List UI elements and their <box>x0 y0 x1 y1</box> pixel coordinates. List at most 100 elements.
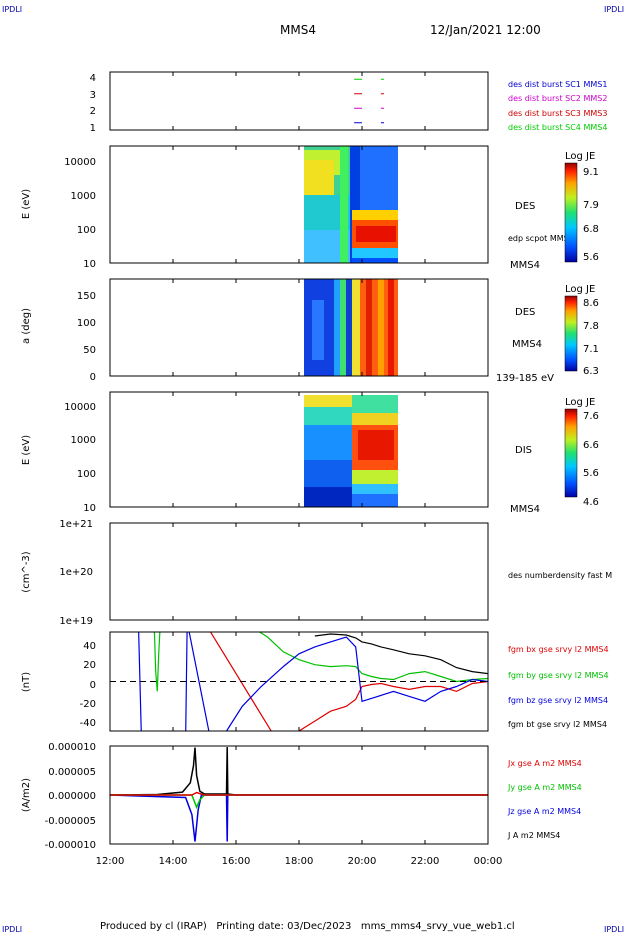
panel-frame <box>109 278 489 377</box>
spectrogram-des-energy <box>304 146 398 263</box>
y-tick-label: 100 <box>77 318 96 329</box>
colorbar-tick: 8.6 <box>583 298 599 309</box>
series-line <box>138 632 488 731</box>
y-tick-label: 2 <box>90 106 96 117</box>
ipdli-label-top-right: IPDLI <box>604 5 624 14</box>
y-axis-label: E (eV) <box>21 189 32 219</box>
instrument-label: DES <box>515 307 535 318</box>
sub-label: edp scpot MMS4 <box>508 234 574 243</box>
sub-label: MMS4 <box>510 504 540 515</box>
colorbar <box>564 162 578 263</box>
y-tick-label: 0.000010 <box>48 742 96 753</box>
legend-entry: Jy gse A m2 MMS4 <box>507 783 582 792</box>
legend-entry: fgm bx gse srvy l2 MMS4 <box>508 645 609 654</box>
panel-frame <box>109 522 489 621</box>
legend-entry: Jz gse A m2 MMS4 <box>507 807 581 816</box>
panel-dis-energy: 10 100 1000 10000 E (eV) DIS MMS4 Log JE… <box>21 391 599 515</box>
y-axis-label: a (deg) <box>21 308 32 344</box>
legend-entry: fgm bt gse srvy l2 MMS4 <box>508 720 607 729</box>
y-tick-label: 0.000000 <box>48 791 96 802</box>
legend-entry: des dist burst SC2 MMS2 <box>508 94 607 103</box>
sub-label: MMS4 <box>510 260 540 271</box>
y-tick-label: 1000 <box>71 191 96 202</box>
x-tick-label: 14:00 <box>159 856 188 867</box>
y-tick-label: 100 <box>77 469 96 480</box>
colorbar-tick: 4.6 <box>583 497 599 508</box>
y-tick-label: 10 <box>83 259 96 270</box>
legend-entry: fgm by gse srvy l2 MMS4 <box>508 671 609 680</box>
y-axis-label: (nT) <box>21 672 32 692</box>
colorbar-title: Log JE <box>565 284 595 295</box>
y-tick-label: 1e+21 <box>59 519 93 530</box>
legend-entry: des dist burst SC1 MMS1 <box>508 80 607 89</box>
sub-label: MMS4 <box>512 339 542 350</box>
series-line <box>153 632 488 692</box>
panel-density: 1e+19 1e+20 1e+21 (cm^-3) des numberdens… <box>21 519 612 627</box>
y-tick-label: -40 <box>80 718 96 729</box>
legend-entry: des dist burst SC4 MMS4 <box>508 123 607 132</box>
x-tick-label: 18:00 <box>285 856 314 867</box>
panel-availability: 1 2 3 4 des dist burst SC1 MMS1 des dist… <box>90 71 607 134</box>
panel-frame <box>109 391 489 508</box>
y-tick-label: 0 <box>90 680 96 691</box>
spectrogram-dis-energy <box>304 395 398 507</box>
panel-fgm: -40 -20 0 20 40 (nT) fgm bx gse srvy l2 … <box>21 631 609 732</box>
legend-entry: fgm bz gse srvy l2 MMS4 <box>508 696 608 705</box>
colorbar-tick: 6.8 <box>583 224 599 235</box>
fgm-series <box>138 632 488 731</box>
colorbar-tick: 5.6 <box>583 468 599 479</box>
series-line <box>110 746 488 796</box>
x-tick-label: 22:00 <box>411 856 440 867</box>
y-tick-label: 50 <box>83 345 96 356</box>
y-tick-label: 0.000005 <box>48 767 96 778</box>
y-tick-label: -0.000010 <box>45 840 96 851</box>
datetime-title: 12/Jan/2021 12:00 <box>430 23 541 37</box>
y-tick-label: 10000 <box>64 402 96 413</box>
time-axis: 12:00 14:00 16:00 18:00 20:00 22:00 00:0… <box>96 856 503 867</box>
y-tick-label: 4 <box>90 73 96 84</box>
colorbar-title: Log JE <box>565 397 595 408</box>
spectrogram-des-pitch <box>304 279 398 376</box>
colorbar-tick: 7.6 <box>583 411 599 422</box>
ipdli-label-bottom-right: IPDLI <box>604 925 624 934</box>
y-axis-label: (cm^-3) <box>21 551 32 592</box>
y-tick-label: -20 <box>80 699 96 710</box>
panel-frame <box>109 71 489 131</box>
y-tick-label: -0.000005 <box>45 816 96 827</box>
current-series <box>110 746 488 842</box>
series-line <box>209 632 488 731</box>
y-tick-label: 1e+20 <box>59 567 93 578</box>
x-tick-label: 00:00 <box>474 856 503 867</box>
y-tick-label: 0 <box>90 372 96 383</box>
y-tick-label: 1000 <box>71 435 96 446</box>
colorbar-tick: 9.1 <box>583 167 599 178</box>
panel-frame <box>109 145 489 264</box>
y-tick-label: 10 <box>83 503 96 514</box>
ipdli-label-top-left: IPDLI <box>2 5 22 14</box>
y-tick-label: 20 <box>83 660 96 671</box>
y-tick-label: 1e+19 <box>59 616 93 627</box>
y-tick-label: 10000 <box>64 157 96 168</box>
colorbar-title: Log JE <box>565 151 595 162</box>
sub-label: 139-185 eV <box>496 373 554 384</box>
instrument-label: DES <box>515 201 535 212</box>
y-tick-label: 150 <box>77 291 96 302</box>
series-line <box>110 794 488 842</box>
y-tick-label: 3 <box>90 90 96 101</box>
colorbar-tick: 7.1 <box>583 344 599 355</box>
availability-marks <box>354 78 385 124</box>
legend-entry: des numberdensity fast M <box>508 571 612 580</box>
footer-text: Produced by cl (IRAP) Printing date: 03/… <box>100 921 515 932</box>
time-axis-ticks <box>109 72 489 844</box>
panel-current: -0.000010 -0.000005 0.000000 0.000005 0.… <box>21 742 582 851</box>
colorbar-tick: 7.8 <box>583 321 599 332</box>
series-line <box>110 791 488 796</box>
panel-des-pitch: 0 50 100 150 a (deg) DES MMS4 139-185 eV… <box>21 278 599 384</box>
x-tick-label: 12:00 <box>96 856 125 867</box>
y-axis-label: E (eV) <box>21 435 32 465</box>
x-tick-label: 16:00 <box>222 856 251 867</box>
legend-entry: des dist burst SC3 MMS3 <box>508 109 607 118</box>
panel-des-energy: 10 100 1000 10000 E (eV) DES edp scpot M… <box>21 145 599 271</box>
colorbar <box>564 408 578 498</box>
